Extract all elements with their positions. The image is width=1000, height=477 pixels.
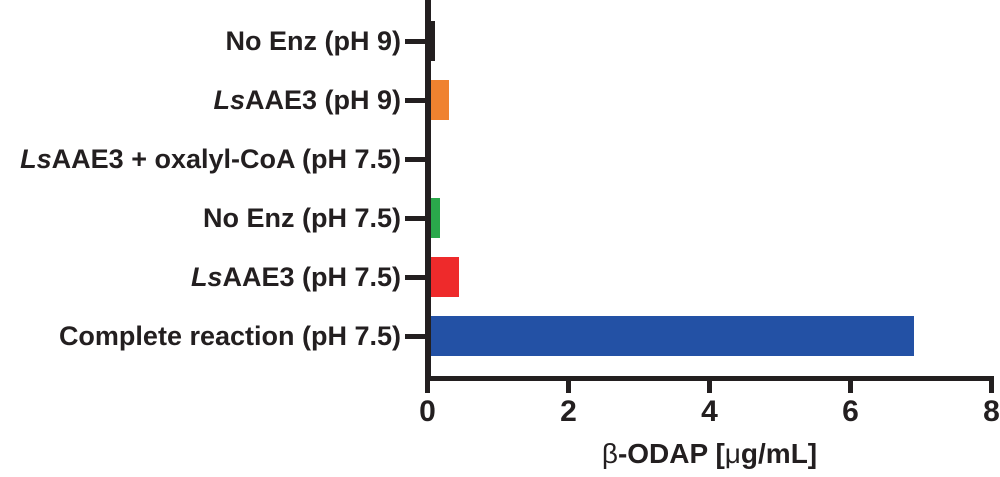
category-label-segment: AAE3 (pH 7.5) bbox=[222, 262, 401, 292]
x-axis-tick bbox=[566, 381, 571, 393]
y-axis-tick bbox=[405, 157, 425, 162]
y-axis-tick bbox=[405, 275, 425, 280]
category-label-segment: AAE3 + oxalyl-CoA (pH 7.5) bbox=[51, 144, 401, 174]
category-label-segment: AAE3 (pH 9) bbox=[244, 85, 401, 115]
bar-1 bbox=[427, 21, 436, 61]
axis-title-segment: g/mL] bbox=[740, 438, 818, 469]
category-label: LsAAE3 (pH 7.5) bbox=[0, 257, 401, 297]
category-label: LsAAE3 + oxalyl-CoA (pH 7.5) bbox=[0, 139, 401, 179]
bar-5 bbox=[427, 257, 460, 297]
x-axis-tick-label: 6 bbox=[842, 395, 859, 428]
x-axis-tick-label: 0 bbox=[419, 395, 436, 428]
category-label-segment: Ls bbox=[190, 262, 223, 292]
x-axis-tick bbox=[989, 381, 994, 393]
x-axis-tick-label: 8 bbox=[983, 395, 1000, 428]
category-label: No Enz (pH 9) bbox=[0, 21, 402, 61]
axis-title-greek-segment: β bbox=[601, 438, 618, 469]
x-axis-tick-label: 2 bbox=[560, 395, 577, 428]
category-label: Complete reaction (pH 7.5) bbox=[0, 316, 401, 356]
y-axis-line bbox=[424, 0, 431, 381]
y-axis-tick bbox=[405, 334, 425, 339]
category-label: LsAAE3 (pH 9) bbox=[0, 80, 401, 120]
x-axis-tick-label: 4 bbox=[701, 395, 718, 428]
category-label-segment: No Enz (pH 9) bbox=[225, 26, 402, 56]
bar-6 bbox=[427, 316, 914, 356]
x-axis-tick bbox=[425, 381, 430, 393]
x-axis-title: β-ODAP [μg/mL] bbox=[428, 438, 992, 470]
bar-4 bbox=[427, 198, 441, 238]
y-axis-tick bbox=[405, 98, 425, 103]
bar-2 bbox=[427, 80, 450, 120]
axis-title-greek-segment: μ bbox=[724, 438, 741, 469]
x-axis-tick bbox=[848, 381, 853, 393]
x-axis-tick bbox=[707, 381, 712, 393]
category-label-segment: No Enz (pH 7.5) bbox=[202, 203, 401, 233]
category-label-segment: Complete reaction (pH 7.5) bbox=[58, 321, 401, 351]
x-axis-line bbox=[424, 376, 994, 381]
category-label: No Enz (pH 7.5) bbox=[0, 198, 401, 238]
y-axis-tick bbox=[405, 216, 425, 221]
y-axis-tick bbox=[405, 39, 425, 44]
axis-title-segment: -ODAP [ bbox=[617, 438, 725, 469]
category-label-segment: Ls bbox=[213, 85, 245, 115]
category-label-segment: Ls bbox=[20, 144, 52, 174]
